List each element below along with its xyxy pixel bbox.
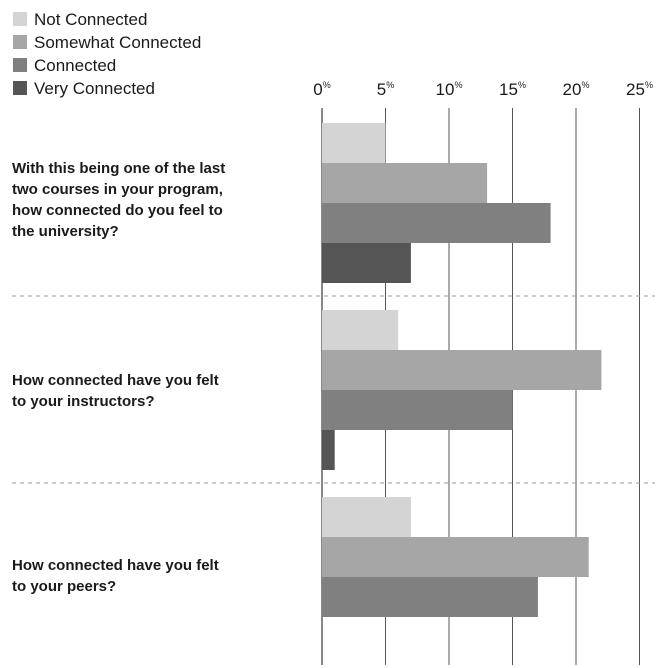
- tick-label-1: 5%: [377, 80, 394, 99]
- bar-2-0: [322, 497, 411, 537]
- legend-label-1: Somewhat Connected: [34, 33, 201, 52]
- category-label-0-line-1: two courses in your program,: [12, 181, 223, 198]
- category-label-0-line-3: the university?: [12, 223, 119, 240]
- category-label-0-line-0: With this being one of the last: [12, 160, 225, 177]
- category-label-2-line-0: How connected have you felt: [12, 557, 219, 574]
- legend: Not Connected Somewhat Connected Connected…: [13, 10, 201, 98]
- bar-1-2: [322, 390, 513, 430]
- bars: [322, 123, 601, 617]
- bar-1-1: [322, 350, 601, 390]
- legend-label-3: Very Connected: [34, 79, 155, 98]
- tick-label-4: 20%: [563, 80, 590, 99]
- bar-0-3: [322, 243, 411, 283]
- legend-swatch-0: [13, 12, 27, 26]
- tick-label-3: 15%: [499, 80, 526, 99]
- legend-swatch-1: [13, 35, 27, 49]
- bar-0-1: [322, 163, 487, 203]
- tick-label-2: 10%: [436, 80, 463, 99]
- tick-label-0: 0%: [313, 80, 330, 99]
- bar-1-0: [322, 310, 398, 350]
- category-label-2-line-1: to your peers?: [12, 578, 116, 595]
- category-label-1-line-1: to your instructors?: [12, 393, 155, 410]
- legend-swatch-3: [13, 81, 27, 95]
- legend-label-0: Not Connected: [34, 10, 147, 29]
- category-label-0-line-2: how connected do you feel to: [12, 202, 223, 219]
- bar-2-2: [322, 577, 538, 617]
- bar-1-3: [322, 430, 335, 470]
- tick-label-5: 25%: [626, 80, 653, 99]
- legend-label-2: Connected: [34, 56, 116, 75]
- category-labels: With this being one of the last two cours…: [12, 160, 225, 595]
- x-axis-ticks: 0% 5% 10% 15% 20% 25%: [313, 80, 653, 99]
- bar-0-2: [322, 203, 551, 243]
- bar-0-0: [322, 123, 386, 163]
- bar-2-1: [322, 537, 589, 577]
- category-label-1-line-0: How connected have you felt: [12, 372, 219, 389]
- legend-swatch-2: [13, 58, 27, 72]
